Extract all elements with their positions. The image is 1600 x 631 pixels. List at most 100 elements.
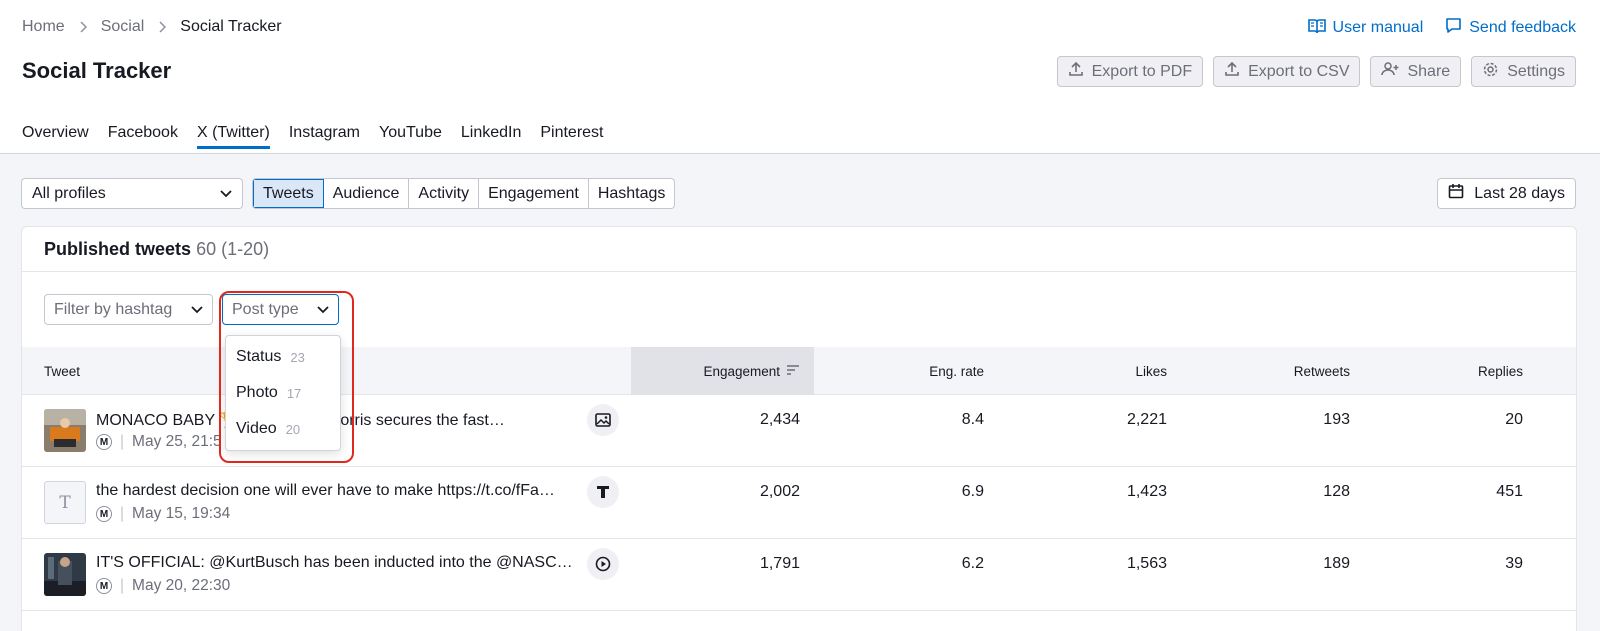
top-links: User manual Send feedback [1307,17,1576,39]
tweet-date: May 20, 22:30 [132,577,231,594]
tab-linkedin[interactable]: LinkedIn [460,124,522,141]
chevron-right-icon [158,21,167,33]
section-engagement[interactable]: Engagement [479,179,589,208]
calendar-icon [1448,183,1464,204]
tab-twitter[interactable]: X (Twitter) [196,124,270,149]
retweets-value: 128 [1323,483,1350,500]
share-button[interactable]: Share [1370,56,1462,87]
option-count: 23 [290,349,305,365]
table-row[interactable]: T the hardest decision one will ever hav… [22,467,1576,539]
tweet-text[interactable]: the hardest decision one will ever have … [96,482,555,499]
breadcrumb-current: Social Tracker [180,18,282,35]
engagement-value: 1,791 [759,555,800,572]
card-title-count: 60 (1-20) [196,239,270,259]
settings-button[interactable]: Settings [1471,56,1576,87]
page-header: Home Social Social Tracker Social Tracke… [0,0,1600,154]
profile-badge: M [96,434,112,450]
add-user-icon [1381,61,1399,82]
col-eng-rate[interactable]: Eng. rate [929,363,984,379]
table-row[interactable]: IT'S OFFICIAL: @KurtBusch has been induc… [22,539,1576,611]
table-row[interactable]: MONACO BABY 🏆 🇲🇨 @LandoNorris secures th… [22,395,1576,467]
retweets-value: 193 [1323,411,1350,428]
post-type-filter[interactable]: Post type [222,294,339,325]
tab-facebook[interactable]: Facebook [107,124,178,141]
chevron-down-icon [220,185,232,203]
settings-label: Settings [1507,62,1565,80]
gear-icon [1482,61,1499,83]
profile-select-value: All profiles [32,184,106,202]
option-label: Video [236,420,277,437]
tweet-text[interactable]: IT'S OFFICIAL: @KurtBusch has been induc… [96,554,573,571]
tweet-date: May 25, 21:5 [132,433,222,450]
tweet-thumbnail[interactable] [44,409,86,452]
tab-pinterest[interactable]: Pinterest [540,124,604,141]
tweet-date: May 15, 19:34 [132,505,231,522]
option-label: Photo [236,384,278,401]
share-label: Share [1407,62,1451,80]
option-count: 17 [286,385,302,401]
book-icon [1307,18,1326,39]
page-title: Social Tracker [22,58,172,83]
post-type-option-status[interactable]: Status 23 [226,339,340,375]
send-feedback-link[interactable]: Send feedback [1445,17,1576,39]
export-pdf-button[interactable]: Export to PDF [1056,56,1204,87]
tab-youtube[interactable]: YouTube [378,124,442,141]
upload-icon [1224,61,1240,82]
upload-icon [1068,61,1084,82]
tweet-meta: M | May 15, 19:34 [96,505,230,523]
retweets-value: 189 [1323,555,1350,572]
user-manual-link[interactable]: User manual [1307,17,1424,39]
post-type-filter-placeholder: Post type [232,300,299,318]
tweet-meta: M | May 20, 22:30 [96,577,230,595]
user-manual-label: User manual [1332,19,1424,36]
post-type-option-video[interactable]: Video 20 [226,411,340,447]
export-pdf-label: Export to PDF [1091,62,1193,80]
section-activity[interactable]: Activity [409,179,480,208]
col-tweet[interactable]: Tweet [44,363,81,379]
tab-overview[interactable]: Overview [22,124,89,141]
section-tweets[interactable]: Tweets [253,179,324,208]
eng-rate-value: 6.2 [961,555,984,572]
likes-value: 2,221 [1126,411,1167,428]
col-engagement[interactable]: Engagement [631,347,814,395]
date-range-label: Last 28 days [1474,184,1565,202]
breadcrumb-home[interactable]: Home [22,18,65,35]
text-icon [587,476,619,508]
tweet-thumbnail[interactable] [44,553,86,596]
col-engagement-label: Engagement [703,363,780,379]
likes-value: 1,563 [1126,555,1167,572]
col-likes[interactable]: Likes [1135,363,1167,379]
replies-value: 20 [1505,411,1523,428]
hashtag-filter[interactable]: Filter by hashtag [44,294,213,325]
section-hashtags[interactable]: Hashtags [597,184,666,202]
text-post-icon[interactable]: T [44,481,86,524]
col-retweets[interactable]: Retweets [1293,363,1350,379]
profile-select[interactable]: All profiles [21,178,243,209]
meta-divider: | [120,433,125,450]
chat-bubble-icon [1445,17,1462,39]
tab-instagram[interactable]: Instagram [288,124,360,141]
post-type-option-photo[interactable]: Photo 17 [226,375,340,411]
post-type-menu: Status 23 Photo 17 Video 20 [225,335,341,451]
chevron-right-icon [79,21,87,33]
network-tabs: Overview Facebook X (Twitter) Instagram … [22,124,604,149]
send-feedback-label: Send feedback [1469,19,1576,36]
meta-divider: | [120,577,125,594]
eng-rate-value: 8.4 [961,411,984,428]
tweet-meta: M | May 25, 21:5 [96,433,222,451]
export-csv-button[interactable]: Export to CSV [1213,56,1361,87]
section-audience[interactable]: Audience [324,179,410,208]
option-count: 20 [285,421,301,437]
photo-icon [587,404,619,436]
breadcrumb: Home Social Social Tracker [22,18,282,36]
hashtag-filter-placeholder: Filter by hashtag [54,300,173,318]
replies-value: 451 [1496,483,1523,500]
export-csv-label: Export to CSV [1248,62,1350,80]
breadcrumb-social[interactable]: Social [100,18,145,35]
video-icon [587,548,619,580]
eng-rate-value: 6.9 [961,483,984,500]
col-replies[interactable]: Replies [1477,363,1523,379]
chevron-down-icon [317,301,329,319]
option-label: Status [236,348,282,365]
date-range-button[interactable]: Last 28 days [1437,178,1576,209]
